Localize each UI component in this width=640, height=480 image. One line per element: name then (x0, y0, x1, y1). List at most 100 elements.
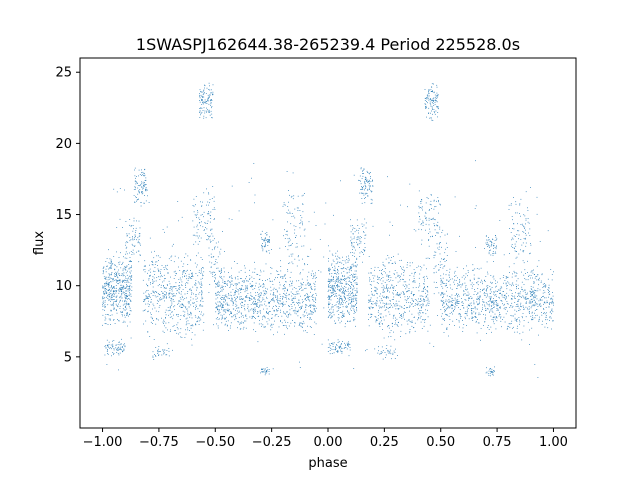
data-point (273, 306, 274, 307)
data-point (494, 313, 496, 315)
data-point (113, 302, 114, 304)
data-point (351, 301, 353, 303)
data-point (511, 295, 513, 296)
data-point (197, 281, 199, 283)
data-point (333, 276, 334, 278)
data-point (473, 303, 475, 305)
data-point (192, 234, 194, 236)
data-point (268, 373, 270, 375)
data-point (548, 287, 550, 289)
data-point (144, 310, 145, 311)
data-point (102, 304, 103, 306)
data-point (288, 294, 290, 296)
data-point (498, 296, 500, 298)
data-point (113, 353, 115, 354)
data-point (377, 352, 379, 354)
data-point (177, 328, 179, 330)
data-point (472, 317, 473, 319)
data-point (328, 299, 330, 300)
data-point (423, 264, 425, 266)
data-point (543, 295, 544, 297)
data-point (355, 284, 357, 285)
data-point (534, 294, 536, 296)
data-point (249, 269, 250, 271)
data-point (119, 301, 120, 303)
data-point (460, 317, 461, 319)
data-point (158, 354, 160, 356)
data-point (304, 263, 305, 264)
data-point (514, 275, 516, 277)
data-point (135, 196, 136, 198)
data-point (129, 295, 131, 297)
data-point (206, 239, 208, 240)
data-point (443, 273, 444, 275)
data-point (109, 347, 110, 349)
data-point (393, 303, 394, 304)
data-point (394, 352, 396, 353)
data-point (436, 95, 438, 96)
data-point (307, 294, 308, 295)
data-point (166, 350, 168, 351)
data-point (464, 282, 466, 284)
data-point (360, 167, 362, 169)
data-point (343, 291, 345, 292)
data-point (158, 269, 160, 271)
data-point (235, 290, 236, 291)
data-point (283, 275, 285, 277)
data-point (342, 306, 344, 308)
data-point (431, 119, 433, 121)
data-point (425, 313, 427, 315)
data-point (430, 98, 431, 100)
data-point (377, 275, 378, 277)
data-point (336, 351, 338, 352)
data-point (524, 289, 526, 291)
data-point (218, 309, 220, 310)
data-point (202, 95, 204, 97)
data-point (513, 315, 514, 317)
data-point (347, 262, 349, 263)
data-point (125, 267, 127, 268)
data-point (385, 309, 387, 310)
data-point (202, 305, 204, 307)
data-point (430, 117, 432, 119)
data-point (487, 271, 488, 273)
data-point (193, 302, 194, 304)
data-point (289, 262, 291, 264)
data-point (447, 307, 449, 309)
data-point (427, 297, 429, 299)
data-point (126, 284, 127, 285)
data-point (191, 273, 193, 275)
data-point (359, 252, 361, 254)
data-point (123, 309, 125, 311)
data-point (548, 306, 550, 308)
data-point (381, 287, 383, 288)
data-point (382, 358, 384, 360)
data-point (204, 85, 206, 87)
data-point (156, 303, 158, 304)
data-point (396, 324, 398, 326)
data-point (130, 267, 132, 269)
data-point (209, 261, 211, 263)
data-point (367, 188, 369, 190)
data-point (388, 287, 389, 289)
data-point (484, 280, 485, 281)
data-point (290, 253, 292, 255)
data-point (329, 283, 330, 284)
data-point (389, 313, 391, 315)
data-point (283, 311, 284, 313)
data-point (266, 311, 267, 312)
data-point (259, 295, 260, 297)
data-point (265, 243, 266, 245)
data-point (163, 285, 164, 287)
data-point (185, 273, 186, 274)
data-point (211, 117, 213, 118)
data-point (105, 318, 107, 320)
data-point (477, 304, 479, 305)
data-point (418, 290, 420, 292)
data-point (246, 296, 248, 298)
data-point (531, 305, 533, 307)
data-point (433, 281, 435, 283)
data-point (292, 299, 293, 301)
data-point (238, 312, 240, 313)
data-point (218, 309, 220, 311)
